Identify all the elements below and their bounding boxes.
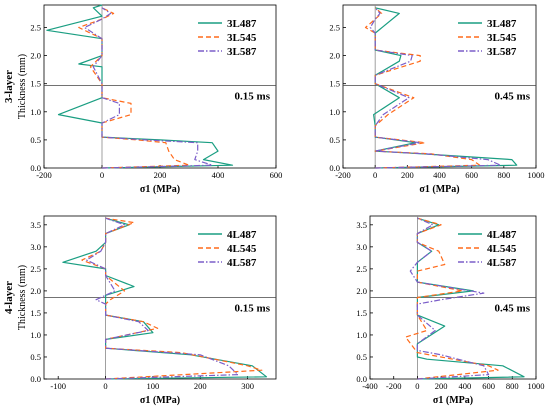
y-tick-label: 1.0 <box>30 330 41 340</box>
y-tick-label: 2.0 <box>329 51 340 61</box>
y-tick-label: 0.5 <box>356 352 367 362</box>
series-line-3L487 <box>46 4 234 169</box>
x-tick-label: 0 <box>103 381 107 391</box>
y-tick-label: 2.5 <box>356 264 367 274</box>
y-tick-label: 0.5 <box>30 352 41 362</box>
row-label: 4-layer <box>3 281 15 314</box>
series-line-4L587 <box>409 217 490 380</box>
y-axis-label: Thickness (mm) <box>17 54 28 119</box>
y-tick-label: 1.5 <box>329 79 340 89</box>
legend-label: 4L545 <box>487 243 517 255</box>
series-line-3L587 <box>83 7 213 169</box>
y-tick-label: 0.0 <box>30 374 41 384</box>
y-tick-label: 3.0 <box>30 242 41 252</box>
x-tick-label: -200 <box>386 381 402 391</box>
y-tick-label: 1.0 <box>356 330 367 340</box>
x-tick-label: 200 <box>154 170 167 180</box>
y-tick-label: 1.0 <box>30 107 41 117</box>
x-tick-label: 1000 <box>528 170 545 180</box>
y-tick-label: 3.0 <box>356 242 367 252</box>
series-line-4L587 <box>85 217 239 380</box>
y-tick-label: 1.0 <box>329 107 340 117</box>
x-tick-label: -200 <box>335 170 351 180</box>
legend-label: 4L587 <box>487 257 517 269</box>
time-label: 0.15 ms <box>235 303 271 315</box>
x-tick-label: 0 <box>373 170 377 180</box>
y-tick-label: 0.0 <box>356 374 367 384</box>
time-label: 0.45 ms <box>495 90 531 102</box>
x-tick-label: 600 <box>482 381 495 391</box>
x-tick-label: 200 <box>401 170 414 180</box>
time-label: 0.15 ms <box>235 90 271 102</box>
y-tick-label: 0.5 <box>329 135 340 145</box>
y-tick-label: 2.0 <box>30 286 41 296</box>
legend-label: 3L587 <box>227 46 257 58</box>
legend-label: 3L545 <box>227 32 257 44</box>
y-tick-label: 1.5 <box>30 79 41 89</box>
series-line-3L545 <box>364 7 481 169</box>
x-tick-label: 400 <box>212 170 225 180</box>
x-tick-label: 300 <box>241 381 254 391</box>
y-tick-label: 2.0 <box>356 286 367 296</box>
y-tick-label: 2.0 <box>30 51 41 61</box>
x-axis-label: σ1 (MPa) <box>433 395 473 406</box>
legend-label: 4L487 <box>487 229 517 241</box>
x-tick-label: 400 <box>458 381 471 391</box>
legend-label: 3L487 <box>227 18 257 30</box>
time-label: 0.45 ms <box>495 303 531 315</box>
y-tick-label: 2.5 <box>30 264 41 274</box>
legend-label: 3L587 <box>487 46 517 58</box>
panel-1: -200 0 200 400 600 0.0 0.5 1.0 1.5 2.0 2.5 σ1 (MPa)… <box>3 4 283 195</box>
y-tick-label: 0.0 <box>30 163 41 173</box>
x-tick-label: 600 <box>270 170 283 180</box>
legend-label: 4L545 <box>227 243 257 255</box>
row-label: 3-layer <box>3 70 15 103</box>
x-tick-label: 800 <box>506 381 519 391</box>
x-tick-label: 600 <box>465 170 478 180</box>
legend-label: 4L487 <box>227 229 257 241</box>
x-tick-label: 200 <box>435 381 448 391</box>
y-tick-label: 3.5 <box>356 220 367 230</box>
x-tick-label: -400 <box>362 381 378 391</box>
y-tick-label: 0.0 <box>329 163 340 173</box>
series-line-4L545 <box>405 217 499 380</box>
x-tick-label: 800 <box>497 170 510 180</box>
x-axis-label: σ1 (MPa) <box>419 184 459 195</box>
x-tick-label: 400 <box>433 170 446 180</box>
y-tick-label: 3.5 <box>30 220 41 230</box>
x-tick-label: 1000 <box>528 381 545 391</box>
series-line-3L545 <box>78 7 190 169</box>
x-tick-label: 0 <box>415 381 419 391</box>
legend-label: 4L587 <box>227 257 257 269</box>
x-tick-label: 100 <box>147 381 160 391</box>
y-tick-label: 1.5 <box>30 308 41 318</box>
series-line-3L587 <box>369 7 502 169</box>
legend-label: 3L487 <box>487 18 517 30</box>
legend-label: 3L545 <box>487 32 517 44</box>
x-axis-label: σ1 (MPa) <box>140 395 180 406</box>
x-tick-label: 0 <box>100 170 104 180</box>
panel-3: -100 0 100 200 300 0.0 0.5 1.0 1.5 2.0 2.5 3.0 3.5 σ1… <box>3 215 277 406</box>
x-tick-label: 200 <box>194 381 207 391</box>
x-tick-label: -100 <box>50 381 66 391</box>
y-axis-label: Thickness (mm) <box>17 265 28 330</box>
y-tick-label: 1.5 <box>356 308 367 318</box>
series-line-4L545 <box>81 217 263 380</box>
x-tick-label: -200 <box>36 170 52 180</box>
y-tick-label: 2.5 <box>30 22 41 32</box>
y-tick-label: 2.5 <box>329 22 340 32</box>
panel-4: -400 -200 0 200 400 600 800 1000 0.0 0.5 1.0 1.5 2.0… <box>356 215 545 406</box>
y-tick-label: 0.5 <box>30 135 41 145</box>
panel-2: -200 0 200 400 600 800 1000 0.0 0.5 1.0 1.5 2.0 2.5 σ… <box>329 4 545 195</box>
x-axis-label: σ1 (MPa) <box>140 184 180 195</box>
